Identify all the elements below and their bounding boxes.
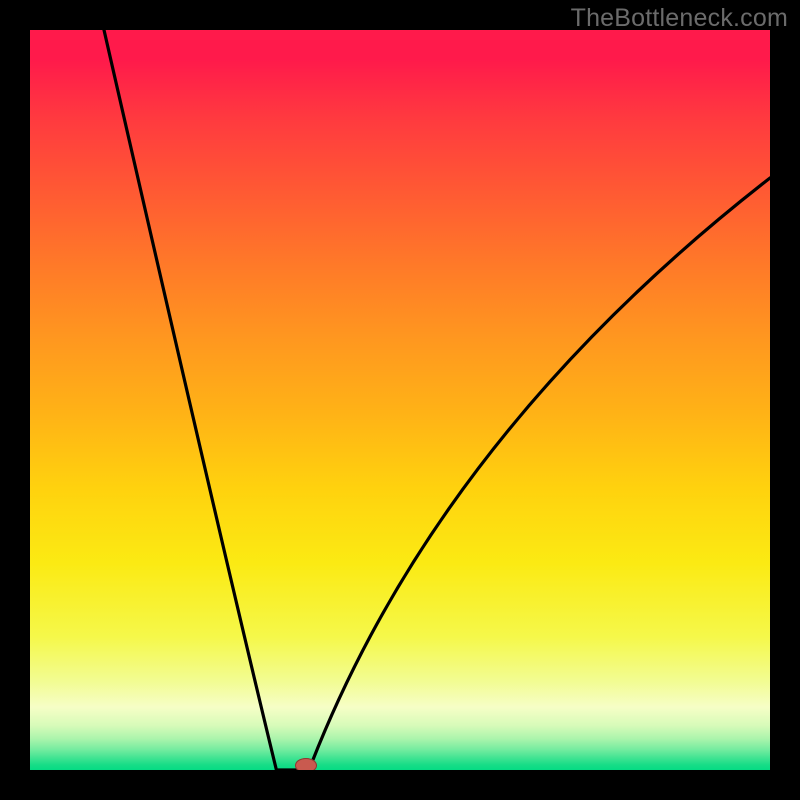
plot-area [30,30,770,770]
curve-path [104,30,770,770]
optimal-point-marker [295,758,318,770]
chart-container: TheBottleneck.com [0,0,800,800]
watermark-text: TheBottleneck.com [571,4,788,33]
bottleneck-curve [30,30,770,770]
